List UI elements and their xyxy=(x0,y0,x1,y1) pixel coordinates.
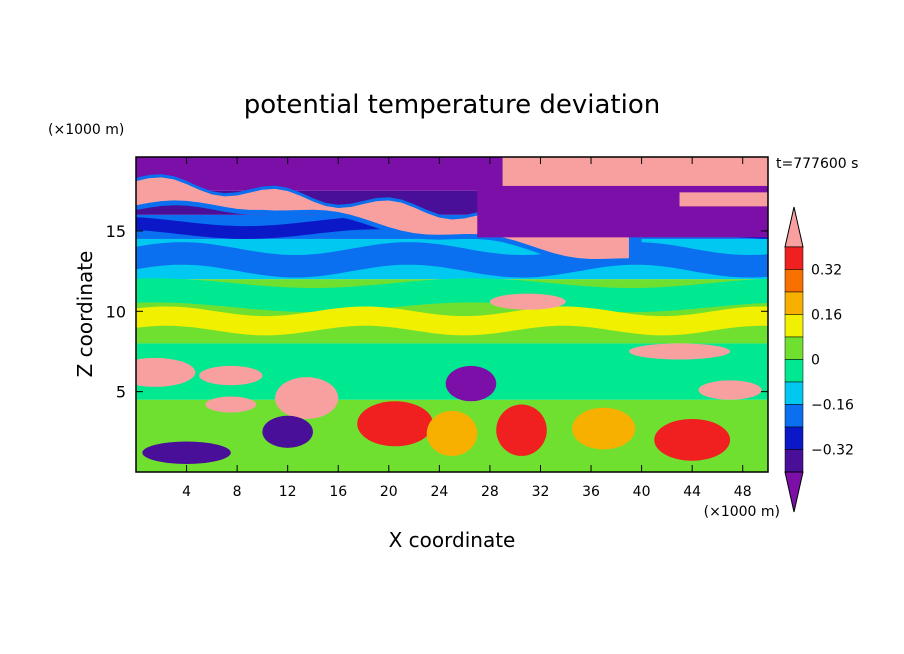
colorbar-box xyxy=(784,336,804,360)
x-tick-label: 40 xyxy=(633,484,651,500)
field-pink-strip xyxy=(679,192,768,207)
x-tick-label: 8 xyxy=(233,484,242,500)
y-tick-label: 10 xyxy=(106,302,126,321)
field-patch xyxy=(445,365,497,402)
plot-frame xyxy=(135,156,769,473)
x-tick-label: 44 xyxy=(683,484,701,500)
x-tick-label: 16 xyxy=(329,484,347,500)
x-unit-label: (×1000 m) xyxy=(704,504,780,520)
colorbar-box xyxy=(784,426,804,450)
colorbar-tick-label: 0.32 xyxy=(811,263,842,279)
colorbar-tick-label: −0.16 xyxy=(811,398,854,414)
field-layer xyxy=(136,278,768,313)
field-patch xyxy=(628,343,731,360)
x-tick-label: 4 xyxy=(182,484,191,500)
x-tick-label: 12 xyxy=(279,484,297,500)
field-patch xyxy=(142,441,231,464)
field-patch xyxy=(654,418,731,461)
colorbar-box xyxy=(784,449,804,473)
y-axis-label: Z coordinate xyxy=(73,251,97,378)
time-label: t=777600 s xyxy=(776,156,858,172)
y-tick-label: 15 xyxy=(106,222,126,241)
x-axis-ticks: 4 8 12 16 20 24 28 32 36 40 44 48 xyxy=(182,157,752,500)
colorbar-arrow-max xyxy=(784,206,804,248)
field-patch xyxy=(357,401,434,447)
colorbar-box xyxy=(784,269,804,293)
colorbar-arrow-min xyxy=(784,471,804,513)
x-axis-label: X coordinate xyxy=(389,528,516,552)
colorbar: 0.32 0.16 0 −0.16 −0.32 xyxy=(784,206,854,513)
colorbar-box xyxy=(784,314,804,338)
field-patch xyxy=(572,407,636,450)
colorbar-box xyxy=(784,359,804,383)
colorbar-tick-label: 0.16 xyxy=(811,308,842,324)
x-tick-label: 32 xyxy=(532,484,550,500)
y-axis-ticks: 5 10 15 xyxy=(106,222,768,402)
x-tick-label: 48 xyxy=(734,484,752,500)
field-patch xyxy=(136,357,196,387)
colorbar-box xyxy=(784,246,804,270)
field-patch xyxy=(275,377,339,419)
field-patch xyxy=(489,293,566,310)
colorbar-box xyxy=(784,291,804,315)
colorbar-tick-label: −0.32 xyxy=(811,443,854,459)
colorbar-tick-label: 0 xyxy=(811,353,820,369)
chart-title: potential temperature deviation xyxy=(244,90,660,120)
x-tick-label: 36 xyxy=(582,484,600,500)
field-patch xyxy=(205,396,257,413)
x-tick-label: 28 xyxy=(481,484,499,500)
heatmap-field xyxy=(136,157,768,472)
y-unit-label: (×1000 m) xyxy=(48,122,124,138)
colorbar-box xyxy=(784,404,804,428)
field-patch xyxy=(199,365,263,386)
field-patch xyxy=(426,410,478,456)
field-pink-layer xyxy=(136,177,629,259)
y-tick-label: 5 xyxy=(116,383,126,402)
field-layer xyxy=(136,306,768,336)
x-tick-label: 20 xyxy=(380,484,398,500)
colorbar-box xyxy=(784,381,804,405)
field-patch xyxy=(262,415,313,448)
x-tick-label: 24 xyxy=(430,484,448,500)
field-patch xyxy=(698,380,762,400)
field-patch xyxy=(496,404,547,456)
field-pink-strip xyxy=(502,157,768,186)
